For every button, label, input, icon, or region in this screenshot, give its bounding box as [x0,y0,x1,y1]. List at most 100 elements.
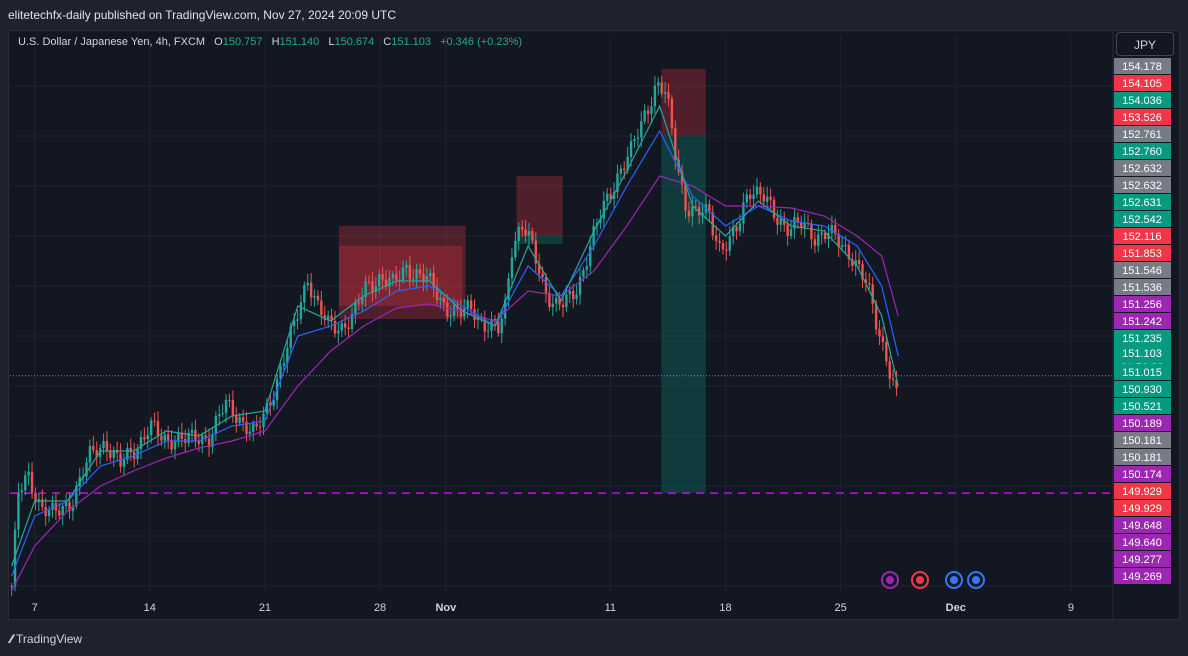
candle-down [708,204,711,213]
candle-down [769,196,772,200]
candle-up [405,265,408,268]
candle-down [670,98,674,129]
currency-button[interactable]: JPY [1116,32,1174,56]
price-label: 150.189 [1122,418,1162,430]
price-label: 152.761 [1122,129,1162,141]
candle-down [320,300,323,315]
event-icons [881,571,985,589]
candle-down [572,290,575,300]
candle-up [326,315,330,321]
candle-up [589,245,592,267]
close-value: 151.103 [391,36,432,48]
candle-up [766,196,769,202]
candle-up [350,314,354,329]
chart-pane[interactable] [8,30,1180,620]
candle-up [313,295,316,298]
candle-down [881,336,885,343]
candle-up [27,471,30,476]
candle-down [153,420,156,422]
candle-up [279,366,282,380]
candle-down [241,417,245,422]
candle-down [309,282,313,298]
candle-up [507,278,510,300]
candle-up [565,294,568,308]
price-label-bg [1114,211,1171,227]
price-label: 153.526 [1122,112,1162,124]
price-label-bg [1114,160,1171,176]
candle-down [891,378,895,380]
candle-down [864,279,868,284]
candle-up [360,297,364,304]
candle-up [337,330,340,334]
price-label-bg [1114,449,1171,465]
candle-down [885,342,888,362]
price-label: 150.181 [1122,435,1162,447]
candle-down [395,274,398,281]
candle-up [640,121,643,138]
candle-up [10,586,13,587]
candle-up [126,447,129,460]
candle-down [371,281,374,292]
candle-down [868,283,871,285]
symbol-name[interactable]: U.S. Dollar / Japanese Yen, 4h, FXCM [18,36,206,48]
candle-up [554,297,558,304]
candle-up [619,168,623,174]
price-label-bg [1114,279,1171,295]
candle-down [623,168,626,171]
price-label-bg [1114,330,1171,346]
price-label: 150.181 [1122,452,1162,464]
candle-up [466,300,469,309]
candle-up [292,320,296,327]
candle-down [109,451,112,458]
candle-up [510,257,514,279]
candle-up [582,270,585,277]
candle-down [660,82,663,94]
candle-down [330,315,333,321]
candle-up [190,429,194,433]
candle-down [68,502,71,512]
candle-up [578,276,582,295]
candle-down [783,219,786,225]
footer-bar [0,624,1188,656]
price-label-bg [1114,177,1171,193]
candle-down [245,421,248,435]
candle-down [878,329,881,337]
candle-down [762,194,766,202]
candle-up [854,260,857,267]
candle-up [728,236,731,251]
ema-slow-line [11,175,899,592]
candle-down [810,223,813,240]
candle-down [524,229,527,236]
candle-down [813,239,817,246]
price-label: 149.640 [1122,537,1162,549]
candle-up [429,272,432,277]
candle-down [667,92,670,99]
candle-down [561,304,565,308]
candle-up [303,285,306,303]
x-tick-label: 25 [834,602,846,614]
price-label-bg [1114,551,1171,567]
candle-up [606,193,609,201]
candle-up [830,225,834,233]
lightning-icon-dot [886,576,894,584]
candle-up [616,173,619,193]
candle-up [844,244,847,246]
price-label: 151.546 [1122,265,1162,277]
candle-up [78,476,81,486]
candle-up [738,223,742,232]
price-label: 151.242 [1122,316,1162,328]
candle-up [24,475,27,491]
tradingview-logo[interactable]: ⁄⁄ TradingView [10,632,82,646]
candle-down [895,379,898,389]
x-tick-label: 21 [259,602,271,614]
candle-up [657,82,660,86]
price-label-bg [1114,517,1171,533]
take-profit-zone [516,236,563,244]
candle-down [497,321,500,334]
candle-down [255,423,258,427]
x-tick-label: 11 [605,602,616,614]
candle-up [636,137,640,140]
candle-down [684,184,687,211]
candle-down [167,434,170,440]
